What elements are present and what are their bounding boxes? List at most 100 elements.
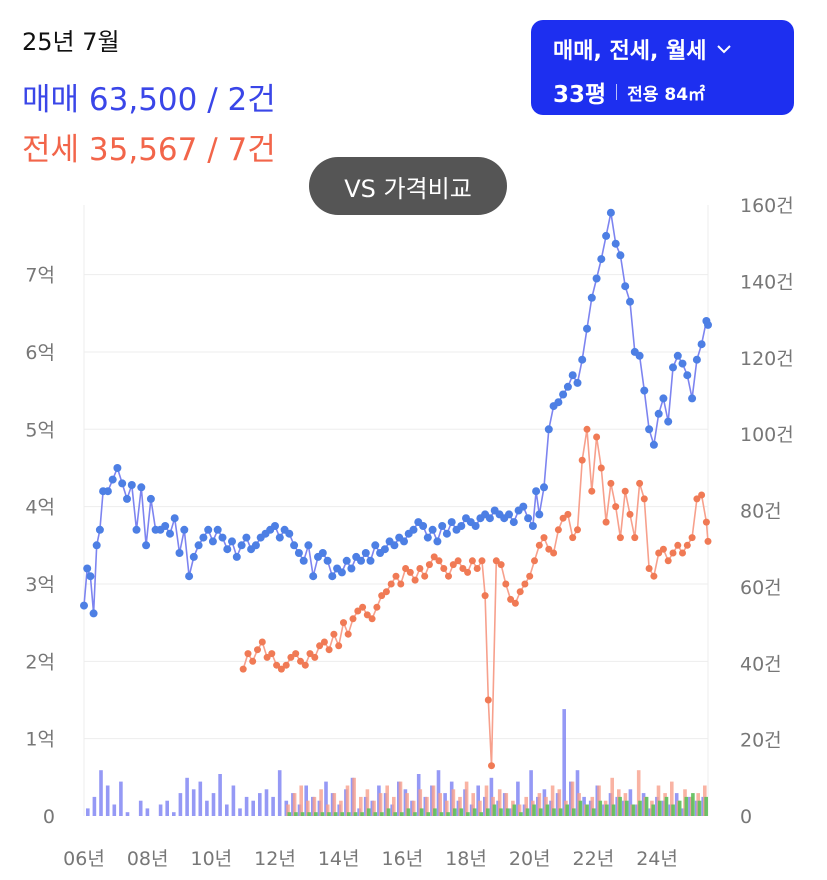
price-point (328, 572, 337, 581)
price-point (354, 607, 362, 615)
volume-bar (472, 808, 477, 816)
price-point (702, 518, 710, 526)
volume-bar (392, 796, 396, 816)
volume-bar (558, 808, 563, 816)
price-point (218, 533, 227, 542)
y-left-tick-label: 6억 (25, 342, 55, 364)
volume-bar (314, 812, 318, 816)
price-point (80, 601, 88, 610)
volume-bar (406, 808, 411, 816)
x-tick-label: 20년 (509, 848, 551, 870)
price-point (492, 557, 500, 565)
price-point (659, 394, 668, 403)
price-point (550, 549, 558, 557)
volume-bar (572, 808, 576, 816)
area-label: 전용 84㎡ (627, 84, 706, 105)
price-point (357, 556, 365, 565)
volume-bar (320, 812, 325, 816)
price-point (573, 378, 582, 387)
jeonse-summary: 전세 35,567 / 7건 (22, 132, 276, 168)
volume-bar (610, 777, 614, 816)
price-point (382, 588, 390, 596)
x-tick-label: 06년 (63, 848, 105, 870)
price-point (626, 510, 634, 518)
price-point (123, 494, 131, 503)
price-point (459, 565, 467, 572)
x-tick-label: 10년 (191, 848, 233, 870)
price-point (688, 534, 696, 542)
volume-bar (590, 796, 595, 816)
price-point (335, 642, 343, 650)
volume-bar (505, 808, 510, 816)
volume-bar (439, 812, 444, 816)
volume-bar (300, 812, 305, 816)
price-point (540, 483, 548, 492)
volume-bar (385, 785, 389, 816)
volume-bar (704, 796, 708, 816)
price-point (569, 534, 577, 542)
volume-bar (484, 785, 489, 816)
volume-bar (479, 812, 483, 816)
price-point (347, 564, 356, 573)
volume-bar (138, 800, 143, 816)
price-point (655, 549, 663, 557)
price-point (304, 541, 313, 550)
price-point (271, 522, 279, 530)
price-point (659, 545, 667, 553)
price-point (118, 479, 127, 488)
price-point (425, 561, 433, 569)
volume-bar (691, 793, 695, 816)
price-point (342, 556, 351, 565)
trade-type-filter-button[interactable]: 매매, 전세, 월세 33평 전용 84㎡ (531, 20, 794, 115)
price-point (578, 456, 586, 464)
volume-bar (478, 800, 482, 816)
price-point (213, 525, 222, 534)
price-point (442, 529, 451, 538)
price-point (363, 611, 371, 619)
volume-bar (545, 804, 550, 816)
volume-bar (231, 785, 236, 816)
volume-bar (264, 789, 269, 816)
price-point (440, 565, 448, 572)
volume-bar (671, 804, 675, 816)
volume-bar (684, 796, 689, 816)
volume-bar (366, 808, 371, 816)
price-point (204, 525, 213, 534)
price-point (669, 363, 677, 372)
price-point (83, 564, 92, 573)
volume-bar (433, 808, 437, 816)
price-point (635, 351, 644, 360)
volume-bar (165, 800, 169, 816)
volume-bar (400, 812, 404, 816)
price-point (301, 661, 309, 669)
price-point (526, 572, 534, 580)
price-point (454, 557, 462, 565)
volume-bar (524, 796, 528, 816)
price-point (92, 541, 101, 550)
price-point (228, 537, 236, 546)
y-left-tick-label: 2억 (25, 651, 55, 673)
x-tick-label: 08년 (127, 848, 169, 870)
price-point (592, 274, 601, 283)
price-point (249, 657, 257, 665)
price-point (108, 475, 117, 484)
price-point (423, 533, 432, 542)
price-point (471, 522, 480, 530)
volume-bar (636, 770, 641, 816)
volume-bar (625, 800, 629, 816)
volume-bar (105, 785, 110, 816)
price-point (688, 394, 697, 403)
price-point (242, 533, 251, 542)
price-point (631, 534, 639, 542)
compare-price-button[interactable]: VS 가격비교 (309, 157, 507, 215)
volume-bar (319, 789, 323, 816)
volume-bar (353, 812, 358, 816)
volume-bar (244, 796, 249, 816)
volume-bar (145, 808, 150, 816)
volume-bar (393, 812, 397, 816)
volume-bar (651, 804, 655, 816)
volume-bar (332, 793, 337, 816)
volume-bar (565, 804, 569, 816)
price-point (263, 653, 271, 661)
